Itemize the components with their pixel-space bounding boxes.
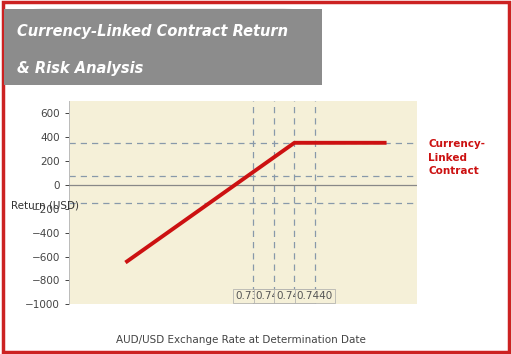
Text: 0.7400: 0.7400	[256, 291, 292, 301]
FancyBboxPatch shape	[4, 9, 322, 85]
Text: 0.7420: 0.7420	[276, 291, 312, 301]
Text: 0.7440: 0.7440	[297, 291, 333, 301]
Text: Currency-
Linked
Contract: Currency- Linked Contract	[428, 139, 485, 176]
Text: AUD/USD Exchange Rate at Determination Date: AUD/USD Exchange Rate at Determination D…	[116, 335, 366, 345]
Text: Currency-Linked Contract Return: Currency-Linked Contract Return	[17, 24, 288, 39]
Text: & Risk Analysis: & Risk Analysis	[17, 61, 143, 76]
Text: 0.7380: 0.7380	[236, 291, 271, 301]
Text: Return (USD): Return (USD)	[11, 200, 79, 210]
